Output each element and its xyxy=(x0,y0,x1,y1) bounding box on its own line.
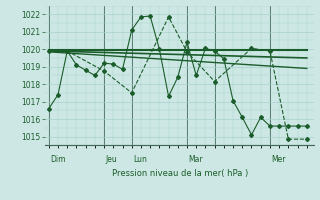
Text: Mer: Mer xyxy=(271,155,286,164)
X-axis label: Pression niveau de la mer( hPa ): Pression niveau de la mer( hPa ) xyxy=(112,169,248,178)
Text: Jeu: Jeu xyxy=(106,155,117,164)
Text: Dim: Dim xyxy=(50,155,66,164)
Text: Mar: Mar xyxy=(188,155,203,164)
Text: Lun: Lun xyxy=(133,155,147,164)
